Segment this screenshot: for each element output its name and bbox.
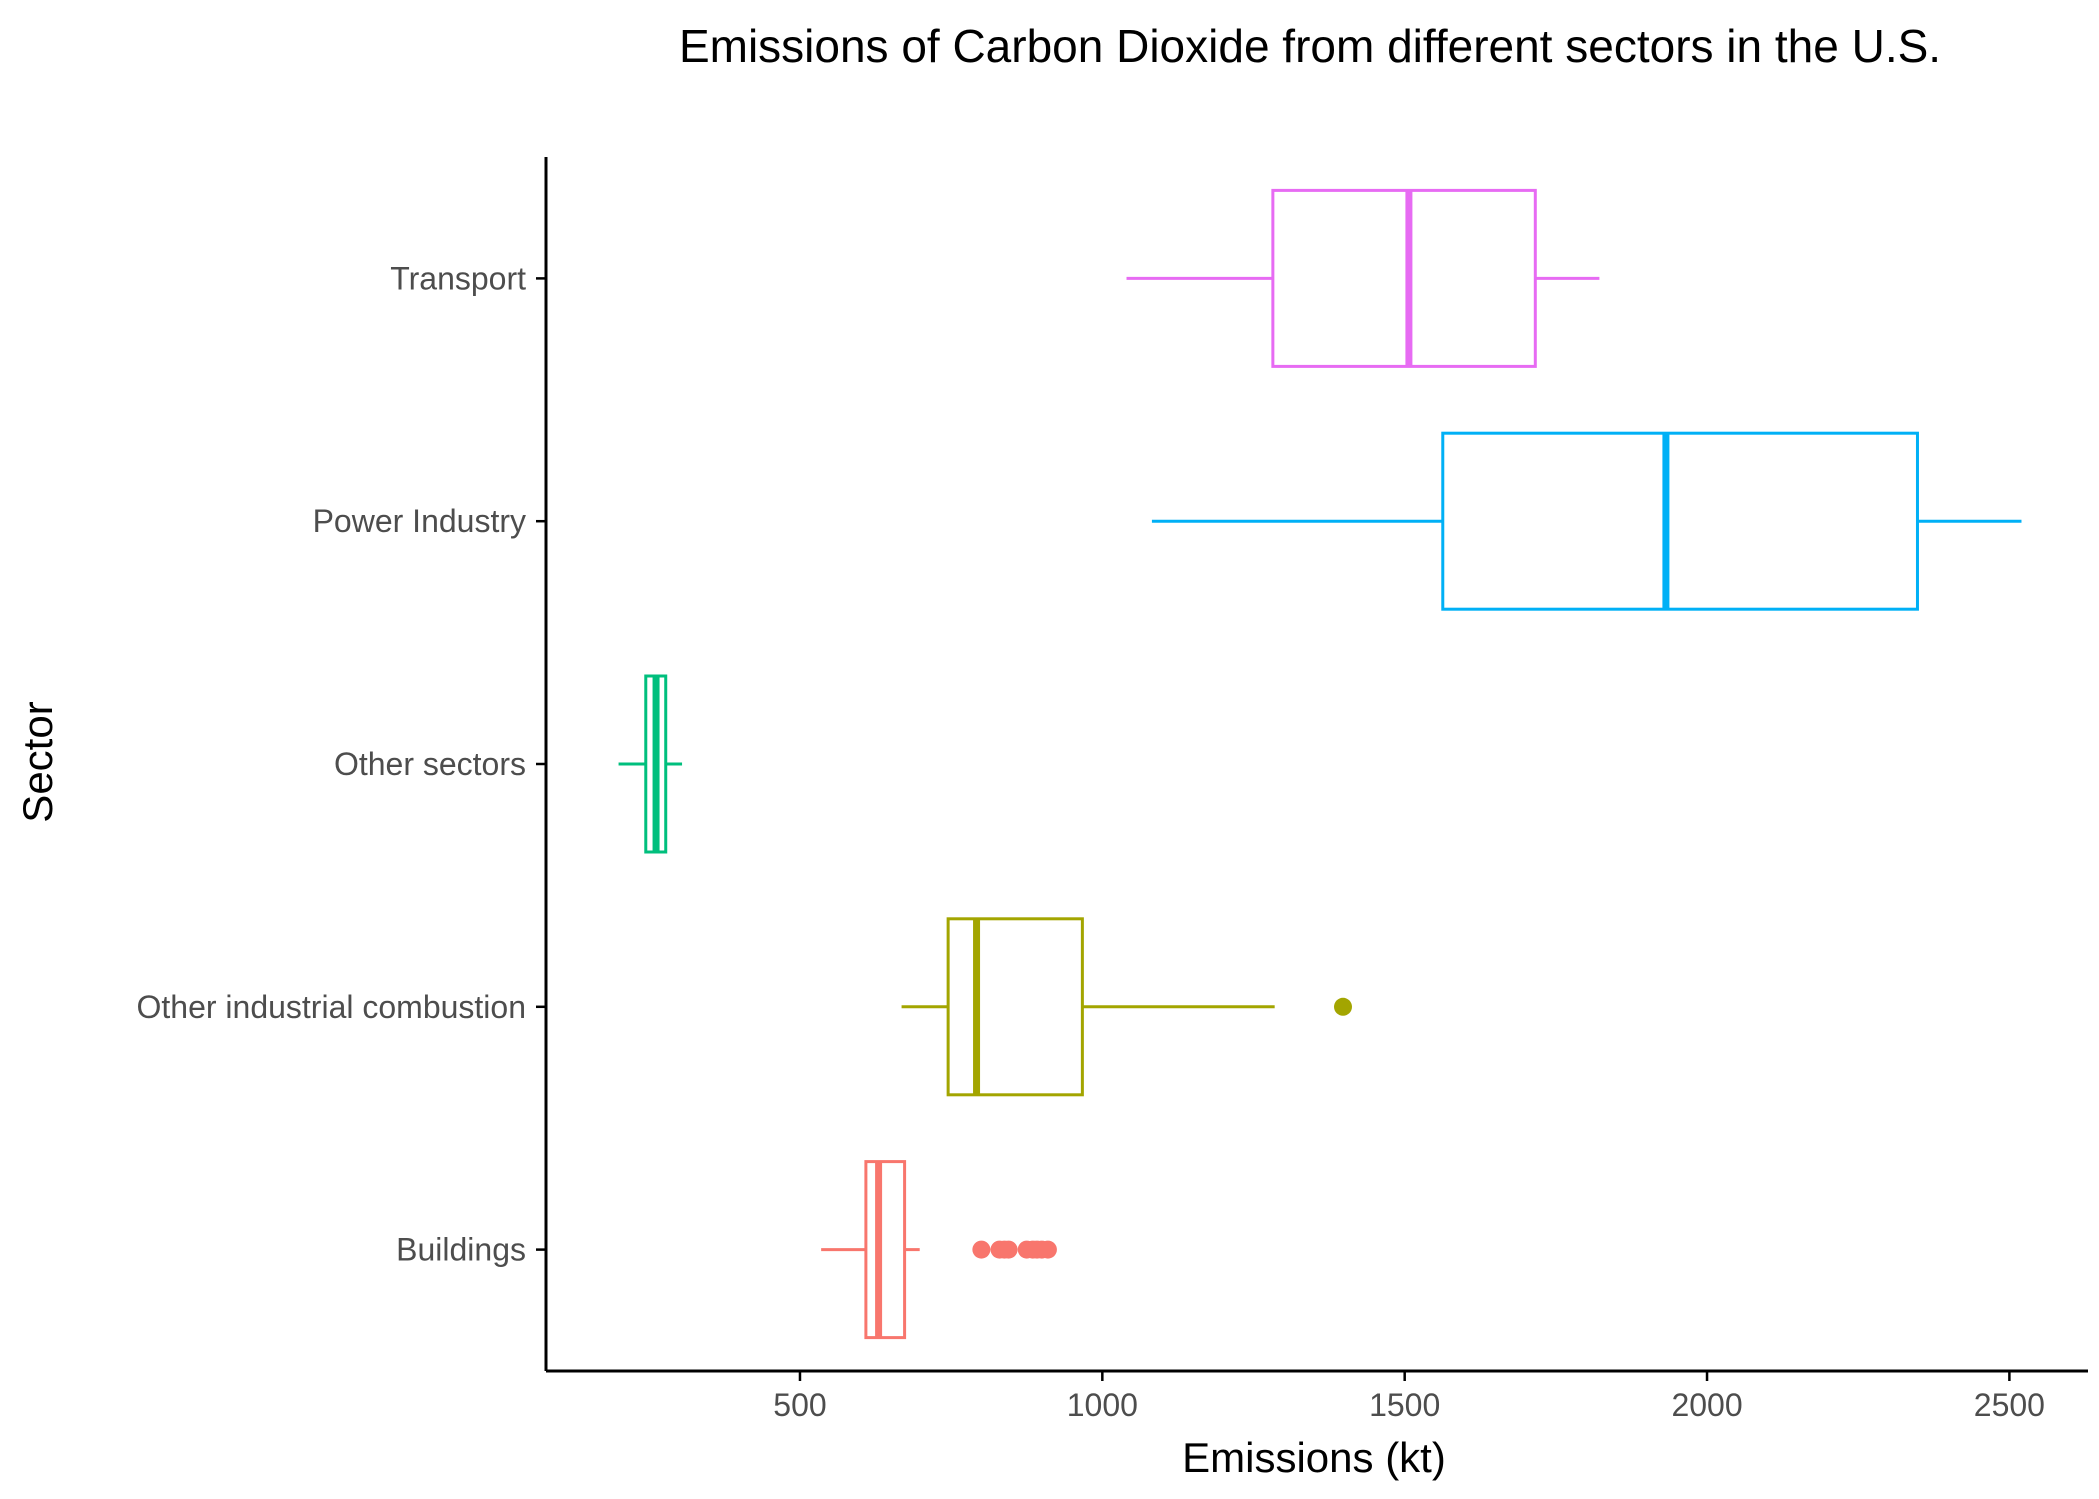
- y-tick-label-power-industry: Power Industry: [313, 503, 526, 539]
- y-axis-title: Sector: [14, 701, 61, 822]
- y-tick-label-other-sectors: Other sectors: [334, 746, 526, 782]
- outlier-point: [1334, 997, 1353, 1016]
- axes: 500 1000 1500 2000 2500 Buildings Other indust…: [136, 157, 2088, 1423]
- box-group-other-sectors: [618, 674, 683, 854]
- box: [1271, 188, 1537, 368]
- outlier-point: [972, 1240, 991, 1259]
- box: [864, 1160, 907, 1340]
- box-group-buildings: [821, 1160, 1057, 1340]
- y-tick-label-transport: Transport: [390, 260, 526, 296]
- x-tick-label: 1500: [1369, 1387, 1440, 1423]
- box-group-other-industrial-combustion: [901, 917, 1353, 1097]
- x-tick-label: 2000: [1671, 1387, 1742, 1423]
- x-tick-label: 1000: [1067, 1387, 1138, 1423]
- x-tick-label: 2500: [1974, 1387, 2045, 1423]
- box-group-transport: [1126, 188, 1600, 368]
- y-tick-label-buildings: Buildings: [396, 1232, 526, 1268]
- chart-title: Emissions of Carbon Dioxide from differe…: [679, 20, 1941, 72]
- outlier-point: [1038, 1240, 1057, 1259]
- box: [1441, 431, 1919, 611]
- outlier-point: [999, 1240, 1018, 1259]
- box: [946, 917, 1084, 1097]
- x-tick-label: 500: [773, 1387, 826, 1423]
- x-axis-title: Emissions (kt): [1182, 1434, 1446, 1481]
- plot-area: [618, 188, 2022, 1340]
- box-group-power-industry: [1151, 431, 2022, 611]
- y-tick-label-other-industrial-combustion: Other industrial combustion: [136, 989, 526, 1025]
